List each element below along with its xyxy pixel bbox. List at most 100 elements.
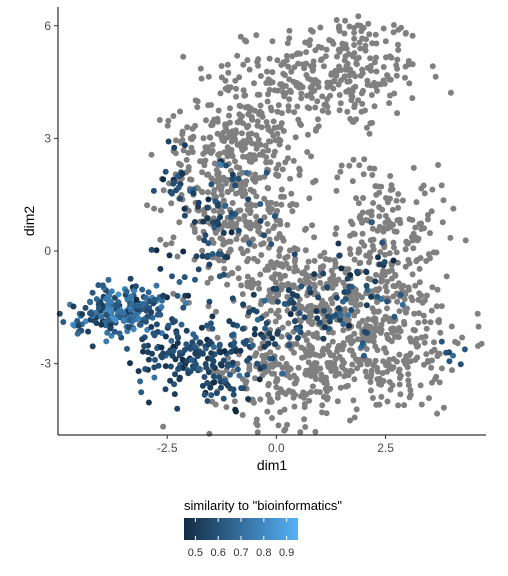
data-point-gray [415,235,422,242]
data-point-gray [364,361,371,368]
data-point-gray [246,207,253,214]
data-point-gray [278,333,285,340]
data-point-gray [273,201,280,207]
data-point-colored [209,251,216,257]
data-point-gray [293,201,300,208]
data-point-colored [244,371,251,378]
data-point-gray [377,329,384,336]
data-point-gray [373,68,380,75]
data-point-gray [285,144,292,151]
data-point-gray [336,107,343,114]
data-point-gray [242,92,249,99]
data-point-gray [282,426,289,433]
data-point-colored [192,276,198,283]
data-point-gray [438,182,445,189]
data-point-gray [218,63,225,69]
data-point-gray [301,416,308,423]
data-point-gray [266,236,273,243]
data-point-gray [271,87,278,94]
y-tick-label: 0 [44,244,51,258]
data-point-gray [351,104,358,111]
data-point-gray [322,53,329,60]
data-point-gray [401,296,408,303]
data-point-gray [345,88,352,94]
data-point-gray [258,252,265,258]
data-point-gray [416,279,423,286]
data-point-gray [239,291,246,298]
data-point-gray [238,245,244,252]
data-point-gray [386,100,393,107]
data-point-gray [392,271,399,278]
data-point-gray [381,345,387,352]
data-point-gray [275,422,282,429]
data-point-colored [361,352,367,359]
data-point-colored [321,307,328,314]
data-point-colored [205,196,212,203]
data-point-gray [395,334,402,341]
data-point-colored [290,300,297,306]
data-point-colored [115,291,122,298]
data-point-colored [151,364,158,371]
data-point-colored [243,337,250,344]
data-point-gray [394,56,401,63]
data-point-gray [321,249,328,256]
data-point-gray [272,137,279,144]
data-point-gray [402,246,409,253]
data-point-colored [211,224,218,231]
data-point-colored [178,321,185,328]
data-point-gray [409,95,416,102]
data-point-gray [222,121,229,128]
data-point-gray [276,141,283,148]
data-point-colored [202,232,209,239]
data-point-gray [412,282,419,289]
data-point-colored [60,319,67,325]
data-point-colored [85,328,92,335]
data-point-colored [313,308,320,315]
data-point-gray [357,361,364,368]
data-point-gray [252,178,259,185]
data-point-colored [153,321,160,328]
data-point-gray [309,28,316,35]
data-point-gray [278,201,285,208]
data-point-gray [227,238,234,245]
data-point-gray [209,147,216,154]
data-point-gray [284,40,291,47]
data-point-colored [185,292,192,299]
data-point-gray [236,102,243,109]
data-point-colored [230,386,237,393]
data-point-colored [235,175,242,182]
data-point-colored [188,356,195,363]
data-point-colored [199,350,206,357]
data-point-gray [286,96,293,103]
data-point-colored [218,362,225,369]
data-point-gray [351,376,358,383]
data-point-gray [342,383,349,390]
data-point-gray [390,29,397,36]
data-point-gray [244,57,251,64]
data-point-colored [240,301,247,308]
data-point-colored [108,288,115,295]
data-point-colored [338,265,345,272]
data-point-gray [371,328,378,335]
data-point-gray [216,150,223,157]
data-point-gray [333,225,340,232]
data-point-colored [191,219,198,225]
data-point-gray [395,402,402,409]
data-point-colored [224,363,231,370]
data-point-gray [386,250,393,257]
data-point-gray [346,246,353,252]
data-point-colored [363,282,370,289]
data-point-colored [214,202,221,209]
data-point-colored [79,311,86,318]
x-tick-label: 0.0 [268,441,285,455]
data-point-gray [273,235,280,242]
data-point-gray [301,65,308,72]
data-point-colored [289,291,296,298]
data-point-colored [256,376,263,383]
data-point-gray [367,379,374,385]
data-point-gray [279,166,286,173]
data-point-gray [341,30,348,37]
data-point-gray [252,375,258,382]
data-point-gray [412,224,419,231]
data-point-gray [312,76,319,83]
